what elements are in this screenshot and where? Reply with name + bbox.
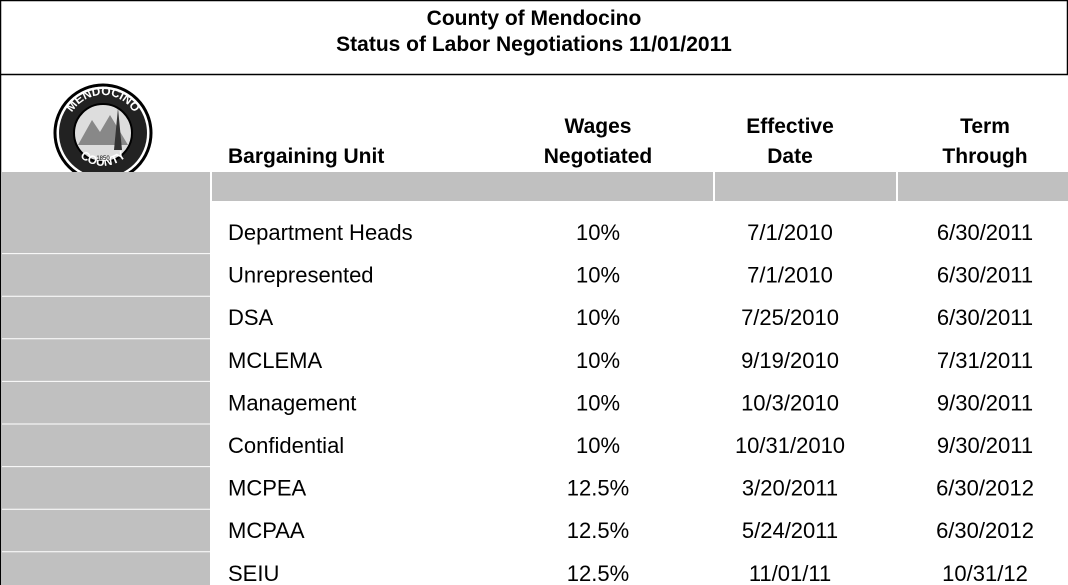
cell: Unrepresented [228, 263, 374, 288]
cell: 9/30/2011 [937, 433, 1033, 458]
column-header: Term [960, 115, 1010, 138]
cell: 10/31/2010 [735, 433, 845, 458]
seal-text: COUNTY [78, 148, 128, 169]
cell: 10/31/12 [942, 561, 1028, 585]
cell: 12.5% [567, 561, 629, 585]
cell: MCLEMA [228, 348, 322, 373]
cell: 9/19/2010 [741, 348, 839, 373]
cell: 10/3/2010 [741, 390, 839, 415]
table: Bargaining Unit Wages Negotiated Effective D… [2, 115, 1034, 585]
cell: 12.5% [567, 518, 629, 543]
title-line: County of Mendocino [427, 7, 642, 30]
cell: Management [228, 390, 356, 415]
cell: Department Heads [228, 220, 413, 245]
cell: 7/1/2010 [747, 263, 833, 288]
column-header: Negotiated [544, 145, 653, 168]
cell: 5/24/2011 [742, 518, 838, 543]
county-seal: MENDOCINO COUNTY 1850 [53, 83, 153, 183]
cell: 3/20/2011 [742, 476, 838, 501]
cell: 6/30/2011 [937, 305, 1033, 330]
cell: 9/30/2011 [937, 390, 1033, 415]
cell: MCPEA [228, 476, 307, 501]
cell: 7/31/2011 [937, 348, 1033, 373]
gray-band [2, 172, 1068, 201]
cell: 6/30/2012 [936, 476, 1034, 501]
cell: 10% [576, 390, 620, 415]
column-header: Date [767, 145, 813, 168]
gray-column [2, 201, 210, 585]
cell: 7/25/2010 [741, 305, 839, 330]
cell: 10% [576, 263, 620, 288]
cell: 10% [576, 305, 620, 330]
column-header: Wages [565, 115, 632, 138]
column-header: Through [942, 145, 1027, 168]
cell: 6/30/2011 [937, 263, 1033, 288]
cell: 11/01/11 [749, 561, 831, 585]
cell: SEIU [228, 561, 279, 585]
column-header: Bargaining Unit [228, 145, 384, 168]
cell: 10% [576, 433, 620, 458]
cell: MCPAA [228, 518, 305, 543]
title-line: Status of Labor Negotiations 11/01/2011 [336, 33, 732, 56]
cell: 7/1/2010 [747, 220, 833, 245]
cell: 10% [576, 220, 620, 245]
cell: DSA [228, 305, 274, 330]
cell: 6/30/2011 [937, 220, 1033, 245]
cell: Confidential [228, 433, 344, 458]
cell: 10% [576, 348, 620, 373]
column-header: Effective [746, 115, 834, 138]
seal-year: 1850 [96, 156, 110, 162]
cell: 12.5% [567, 476, 629, 501]
cell: 6/30/2012 [936, 518, 1034, 543]
